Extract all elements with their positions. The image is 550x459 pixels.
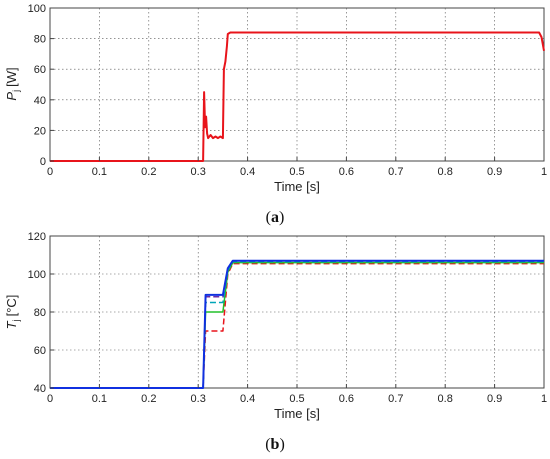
y-axis-label-a-symbol: P (4, 92, 19, 101)
x-tick-label: 0.4 (240, 393, 255, 405)
x-tick-label: 1 (541, 166, 547, 178)
grid-b (50, 236, 544, 388)
series-b (50, 259, 544, 389)
x-tick-label: 0.2 (141, 166, 156, 178)
y-ticks-b: 40 60 80 100 120 (28, 231, 54, 395)
y-axis-label-b-unit: [°C] (4, 295, 19, 317)
y-tick-label: 40 (34, 95, 46, 107)
y-tick-label: 120 (28, 231, 46, 243)
y-ticks-a: 0 20 40 60 80 100 (28, 3, 54, 168)
x-tick-label: 0.6 (339, 166, 354, 178)
x-tick-label: 0.1 (92, 393, 107, 405)
chart-panel-a: 0 0.1 0.2 0.3 0.4 0.5 0.6 0.7 0.8 0.9 1 0 20 40 60 80 1… (4, 3, 547, 226)
y-axis-label-b-symbol: T (4, 320, 19, 329)
series-line-b-4 (50, 259, 544, 389)
x-tick-label: 0.5 (289, 166, 304, 178)
y-axis-label-a: Pj [W] (4, 67, 21, 100)
panel-label-b-letter: b (271, 436, 280, 453)
x-tick-label: 0 (47, 393, 53, 405)
chart-panel-b: 0 0.1 0.2 0.3 0.4 0.5 0.6 0.7 0.8 0.9 1 40 60 80 100 1… (4, 231, 547, 453)
x-tick-label: 0.8 (438, 166, 453, 178)
panel-label-a-letter: a (271, 209, 279, 226)
series-a (50, 31, 545, 162)
series-line-a-0 (50, 31, 545, 162)
x-tick-label: 0.5 (289, 393, 304, 405)
y-axis-label-a-unit: [W] (4, 67, 19, 87)
x-axis-label-b: Time [s] (274, 406, 320, 421)
x-tick-label: 0.8 (438, 393, 453, 405)
y-axis-label-a-subscript: j (11, 90, 21, 93)
x-tick-label: 1 (541, 393, 547, 405)
y-tick-label: 40 (34, 383, 46, 395)
y-tick-label: 80 (34, 34, 46, 46)
x-ticks-a: 0 0.1 0.2 0.3 0.4 0.5 0.6 0.7 0.8 0.9 1 (47, 157, 547, 178)
y-axis-label-b-subscript: j (11, 319, 21, 322)
y-tick-label: 60 (34, 64, 46, 76)
y-tick-label: 20 (34, 125, 46, 137)
x-axis-label-a: Time [s] (274, 179, 320, 194)
x-tick-label: 0.7 (388, 393, 403, 405)
y-axis-label-b: Tj [°C] (4, 295, 21, 330)
x-tick-label: 0.3 (191, 393, 206, 405)
x-tick-label: 0.9 (487, 393, 502, 405)
y-tick-label: 0 (40, 156, 46, 168)
grid-a (50, 8, 544, 161)
x-tick-label: 0.3 (191, 166, 206, 178)
y-tick-label: 100 (28, 3, 46, 15)
x-tick-label: 0.7 (388, 166, 403, 178)
x-ticks-b: 0 0.1 0.2 0.3 0.4 0.5 0.6 0.7 0.8 0.9 1 (47, 384, 547, 405)
x-tick-label: 0.9 (487, 166, 502, 178)
panel-label-b: (b) (265, 436, 285, 453)
x-tick-label: 0.2 (141, 393, 156, 405)
x-tick-label: 0.6 (339, 393, 354, 405)
panel-label-a: (a) (266, 209, 285, 226)
y-tick-label: 60 (34, 345, 46, 357)
x-tick-label: 0 (47, 166, 53, 178)
y-tick-label: 80 (34, 307, 46, 319)
x-tick-label: 0.1 (92, 166, 107, 178)
x-tick-label: 0.4 (240, 166, 255, 178)
y-tick-label: 100 (28, 269, 46, 281)
